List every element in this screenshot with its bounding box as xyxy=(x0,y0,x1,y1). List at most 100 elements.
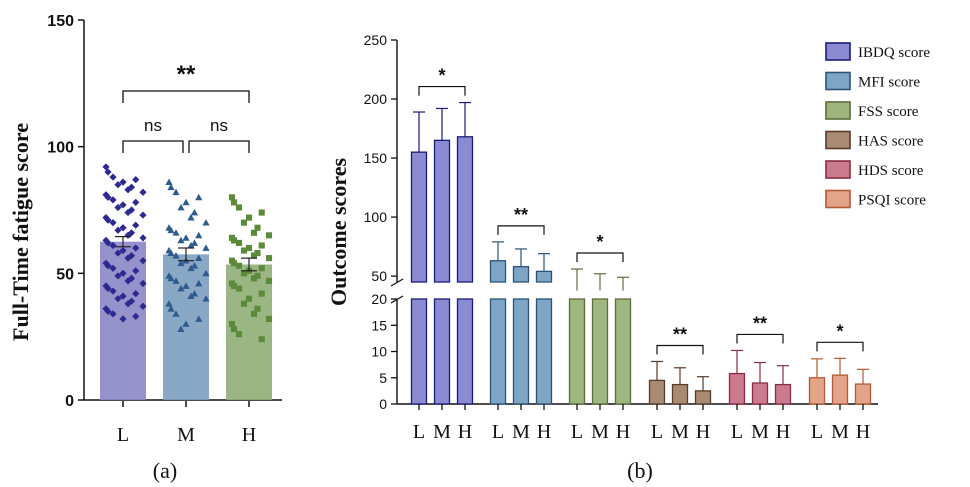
panel-b-bar-has-L xyxy=(648,379,666,405)
panel-a-point-H xyxy=(240,270,248,277)
panel-a-x-tick-label: H xyxy=(242,424,256,446)
panel-a-point-L xyxy=(109,264,117,272)
legend-swatch-has xyxy=(825,130,851,150)
panel-a-point-L xyxy=(124,277,132,285)
panel-b-y-tick-label: 250 xyxy=(364,32,388,48)
panel-a-point-L xyxy=(104,216,112,224)
panel-a-point-M xyxy=(172,229,180,236)
panel-a-point-L xyxy=(139,211,147,219)
panel-a-point-M xyxy=(187,214,195,221)
panel-a-point-L xyxy=(132,221,140,229)
panel-b-bar-ibdq-L-upper xyxy=(410,151,428,283)
panel-a-point-L xyxy=(119,315,127,323)
panel-b-bar-fss-H-lower xyxy=(614,298,632,405)
panel-a-point-M xyxy=(182,198,190,206)
panel-a-point-M xyxy=(165,300,173,307)
panel-a-y-tick-label: 0 xyxy=(65,393,74,410)
panel-a-point-L xyxy=(102,259,110,267)
panel-a-point-L xyxy=(109,287,117,295)
panel-a-point-L xyxy=(124,254,132,262)
panel-a-point-L xyxy=(109,310,117,318)
panel-b-bar-hds-L xyxy=(728,372,746,405)
panel-a-point-L xyxy=(119,292,127,300)
legend-swatch-mfi xyxy=(825,71,851,91)
panel-b-y-tick-label: 50 xyxy=(371,268,387,284)
panel-a-point-M xyxy=(195,193,203,201)
panel-b-significance-label: ** xyxy=(753,313,767,333)
panel-a-point-H xyxy=(245,214,253,221)
panel-a-point-H xyxy=(230,326,238,333)
panel-b-bar-ibdq-M-lower xyxy=(433,298,451,405)
legend-swatch-psqi xyxy=(825,189,851,209)
panel-a-point-H xyxy=(230,199,238,206)
panel-b-bar-hds-M xyxy=(751,382,769,405)
panel-a-y-axis-label: Full-Time fatigue score xyxy=(8,123,33,341)
panel-a-point-M xyxy=(202,219,210,226)
panel-a-point-H xyxy=(235,204,243,211)
panel-a-point-H xyxy=(254,224,261,231)
panel-a-point-H xyxy=(265,315,273,322)
panel-a-point-L xyxy=(139,188,147,196)
panel-b-x-tick-label: M xyxy=(433,421,451,443)
panel-b-x-tick-label: M xyxy=(751,421,769,443)
panel-b-x-tick-label: L xyxy=(731,421,743,443)
legend-label-psqi: PSQI score xyxy=(858,193,926,209)
panel-b-significance-bracket xyxy=(736,333,784,344)
panel-b-x-tick-label: H xyxy=(537,421,551,443)
panel-a-point-M xyxy=(195,254,203,262)
panel-b-significance-bracket xyxy=(497,225,545,235)
panel-b-significance-label: * xyxy=(438,66,445,86)
panel-b-bar-psqi-M xyxy=(831,374,849,405)
panel-a-significance-bracket xyxy=(122,90,250,103)
panel-b-significance-label: ** xyxy=(673,324,687,344)
panel-b-y-axis-label: Outcome scores xyxy=(326,158,351,306)
panel-b-x-tick-label: M xyxy=(512,421,530,443)
panel-b-axis-break-mark xyxy=(390,278,404,287)
panel-a-point-H xyxy=(235,262,243,269)
panel-b-y-tick-label: 20 xyxy=(371,291,387,307)
panel-b-y-tick-label: 15 xyxy=(371,317,387,333)
panel-a-point-M xyxy=(187,292,195,300)
panel-a-point-L xyxy=(127,206,136,214)
panel-a-point-H xyxy=(240,247,248,254)
panel-a-point-H xyxy=(245,295,253,302)
panel-b-x-tick-label: L xyxy=(571,421,583,443)
panel-b-x-tick-label: M xyxy=(591,421,609,443)
panel-a-point-M xyxy=(172,310,180,317)
panel-a-y-tick-label: 50 xyxy=(56,266,74,283)
panel-a-point-H xyxy=(240,300,248,307)
legend-swatch-ibdq xyxy=(825,42,851,61)
panel-b-bar-mfi-H-lower xyxy=(535,298,553,405)
legend-swatch-fss xyxy=(825,101,851,120)
panel-b-bar-mfi-M-upper xyxy=(512,266,530,283)
panel-a-point-L xyxy=(104,307,112,315)
panel-a-point-M xyxy=(177,259,185,267)
panel-a-point-L xyxy=(119,201,127,209)
panel-a-point-M xyxy=(202,295,210,302)
panel-a-point-L xyxy=(109,219,117,227)
panel-b-x-tick-label: H xyxy=(458,421,472,443)
panel-a-point-L xyxy=(132,176,140,184)
panel-a-point-H xyxy=(235,331,243,338)
panel-a-point-M xyxy=(172,277,180,284)
panel-a-point-L xyxy=(132,312,140,320)
panel-a-point-H xyxy=(265,255,273,262)
panel-a-point-M xyxy=(182,282,190,289)
panel-b-x-tick-label: H xyxy=(616,421,630,443)
panel-a-point-M xyxy=(202,244,210,251)
panel-a-point-M xyxy=(202,269,210,277)
panel-a-point-L xyxy=(139,234,147,242)
panel-a-significance-label: ** xyxy=(177,61,196,88)
panel-a-point-H xyxy=(230,260,238,267)
panel-a-point-L xyxy=(102,305,110,313)
panel-a-point-M xyxy=(190,239,199,246)
legend-label-hds: HDS score xyxy=(858,163,924,179)
panel-b-bar-ibdq-H-upper xyxy=(456,136,474,283)
panel-b-bar-has-M xyxy=(671,383,689,405)
panel-b-significance-bracket xyxy=(418,85,466,96)
panel-a-point-L xyxy=(127,183,136,191)
panel-a-significance-label: ns xyxy=(144,116,162,135)
panel-a-point-M xyxy=(182,234,190,241)
panel-b-significance-label: ** xyxy=(514,205,528,225)
